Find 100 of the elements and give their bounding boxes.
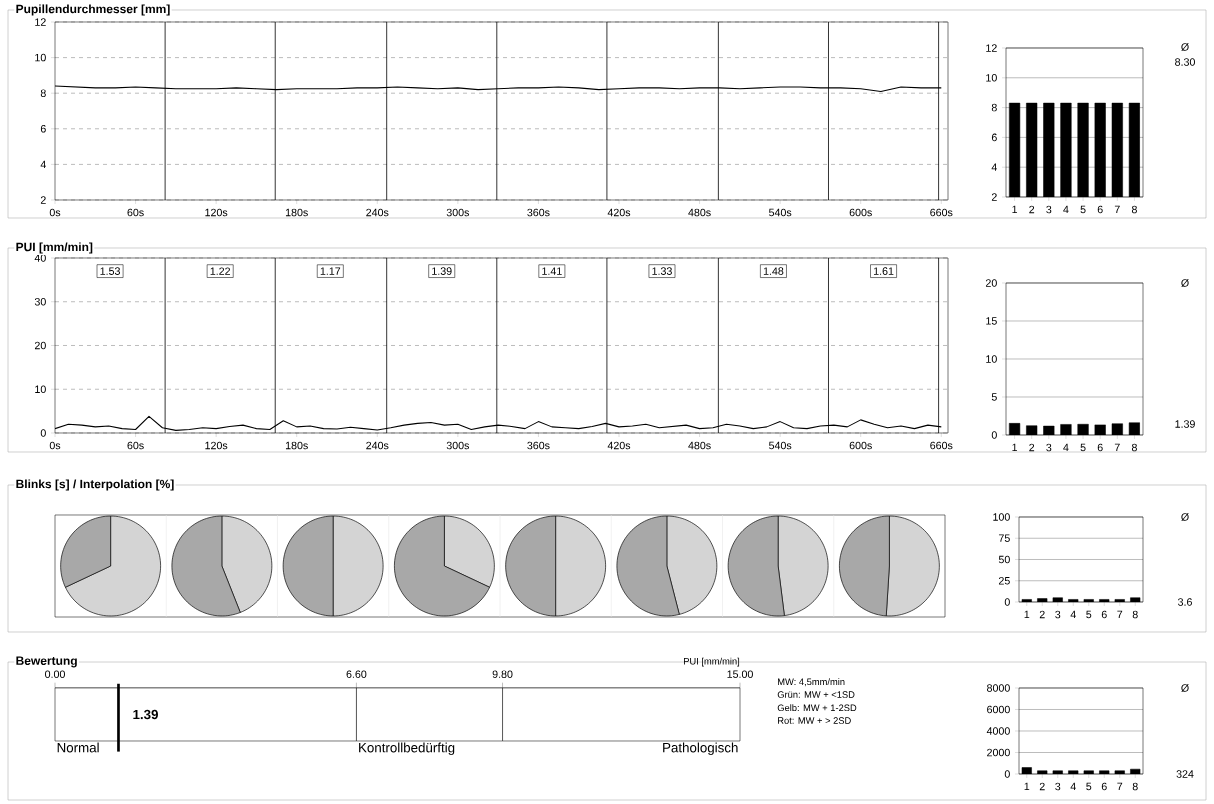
x-tick-label: 240s <box>366 208 389 217</box>
text: Rot: MW + > 2SD <box>778 717 851 724</box>
annotation: 1.33 <box>652 267 672 275</box>
y-tick-label: 0 <box>1004 598 1010 606</box>
x-tick-label: 3 <box>1055 782 1061 791</box>
text: 8.30 <box>1175 58 1195 66</box>
y-tick-label: 2000 <box>987 748 1010 757</box>
x-tick-label: 3 <box>1046 205 1052 214</box>
x-tick-label: 660s <box>930 441 953 450</box>
x-tick-label: 4 <box>1070 782 1076 791</box>
y-tick-label: 12 <box>986 44 997 52</box>
y-tick-label: 25 <box>998 576 1010 585</box>
x-tick-label: 600s <box>849 208 872 217</box>
text: Ø <box>1181 513 1189 521</box>
x-tick-label: 0s <box>49 441 61 450</box>
x-tick-label: 7 <box>1117 782 1123 791</box>
x-tick-label: 180s <box>285 208 308 217</box>
y-tick-label: 5 <box>991 393 997 401</box>
y-tick-label: 10 <box>35 53 46 62</box>
x-tick-label: 360s <box>527 208 550 217</box>
y-tick-label: 0 <box>1004 770 1010 778</box>
x-tick-label: 6.60 <box>346 670 367 678</box>
x-tick-label: 5 <box>1080 443 1086 452</box>
text: 324 <box>1176 770 1194 778</box>
x-tick-label: 540s <box>769 441 792 450</box>
y-tick-label: 10 <box>986 355 997 363</box>
series-label: Pathologisch <box>663 742 738 756</box>
y-tick-label: 2 <box>40 196 46 204</box>
y-tick-label: 8 <box>40 89 46 97</box>
annotation: 1.17 <box>320 267 341 275</box>
chart-title: Blinks [s] / Interpolation [%] <box>16 479 174 491</box>
y-tick-label: 0 <box>991 431 997 439</box>
x-tick-label: 1 <box>1012 443 1018 452</box>
text: Gelb: MW + 1-2SD <box>777 704 857 712</box>
x-tick-label: 2 <box>1039 610 1045 619</box>
text: MW: 4,5mm/min <box>778 678 845 687</box>
y-tick-label: 2 <box>991 193 997 201</box>
y-tick-label: 8 <box>991 103 997 112</box>
y-tick-label: 20 <box>34 341 46 350</box>
series-label: Kontrollbedürftig <box>359 742 455 756</box>
x-tick-label: 5 <box>1086 782 1092 791</box>
y-tick-label: 0 <box>40 429 46 437</box>
x-tick-label: 480s <box>688 208 711 217</box>
x-tick-label: 1 <box>1024 610 1030 619</box>
x-tick-label: 6 <box>1101 610 1107 619</box>
x-tick-label: 120s <box>205 208 228 217</box>
text: Ø <box>1181 43 1189 51</box>
x-tick-label: 2 <box>1029 205 1035 214</box>
x-axis-title: PUI [mm/min] <box>683 657 740 667</box>
x-tick-label: 420s <box>607 441 631 450</box>
y-tick-label: 30 <box>34 297 46 306</box>
x-tick-label: 4 <box>1063 443 1069 452</box>
x-tick-label: 180s <box>285 441 308 450</box>
x-tick-label: 8 <box>1131 205 1137 214</box>
x-tick-label: 6 <box>1097 205 1103 214</box>
x-tick-label: 15.00 <box>727 670 753 678</box>
x-tick-label: 2 <box>1029 443 1035 452</box>
x-tick-label: 3 <box>1046 443 1052 452</box>
y-tick-label: 4000 <box>986 727 1010 735</box>
chart-title: Bewertung <box>16 656 77 668</box>
x-tick-label: 660s <box>930 208 953 217</box>
x-tick-label: 420s <box>607 208 631 217</box>
series-label: Normal <box>57 742 99 753</box>
x-tick-label: 7 <box>1114 205 1120 214</box>
x-tick-label: 6 <box>1101 782 1107 791</box>
text: Ø <box>1181 684 1189 692</box>
x-tick-label: 60s <box>127 441 144 450</box>
text: 1.39 <box>1175 420 1195 428</box>
text: 3.6 <box>1177 598 1192 606</box>
x-tick-label: 0s <box>49 208 61 217</box>
x-tick-label: 7 <box>1117 610 1123 619</box>
y-tick-label: 6 <box>40 125 46 133</box>
x-tick-label: 540s <box>769 208 792 217</box>
x-tick-label: 300s <box>446 208 470 217</box>
annotation: 1.61 <box>873 267 894 275</box>
y-tick-label: 10 <box>35 385 46 394</box>
chart-title: Pupillendurchmesser [mm] <box>16 4 170 16</box>
x-tick-label: 300s <box>446 441 470 450</box>
y-tick-label: 4 <box>40 160 46 169</box>
x-tick-label: 120s <box>205 441 228 450</box>
x-tick-label: 480s <box>688 441 711 450</box>
x-tick-label: 4 <box>1070 610 1076 619</box>
text: Grün: MW + <1SD <box>777 691 855 698</box>
text: Ø <box>1181 279 1189 287</box>
y-tick-label: 12 <box>35 18 46 26</box>
x-tick-label: 3 <box>1055 610 1061 619</box>
x-tick-label: 8 <box>1132 782 1138 791</box>
y-tick-label: 75 <box>998 534 1010 542</box>
x-tick-label: 8 <box>1132 610 1138 619</box>
x-tick-label: 9.80 <box>492 670 513 678</box>
annotation: 1.41 <box>542 267 562 275</box>
x-tick-label: 240s <box>366 441 389 450</box>
chart-title: PUI [mm/min] <box>16 242 93 254</box>
y-tick-label: 100 <box>993 513 1010 521</box>
annotation: 1.53 <box>100 267 120 275</box>
annotation: 1.48 <box>763 267 784 275</box>
y-tick-label: 6000 <box>987 705 1010 714</box>
x-tick-label: 0.00 <box>45 670 65 678</box>
x-tick-label: 2 <box>1039 782 1045 791</box>
annotation: 1.39 <box>432 267 452 275</box>
